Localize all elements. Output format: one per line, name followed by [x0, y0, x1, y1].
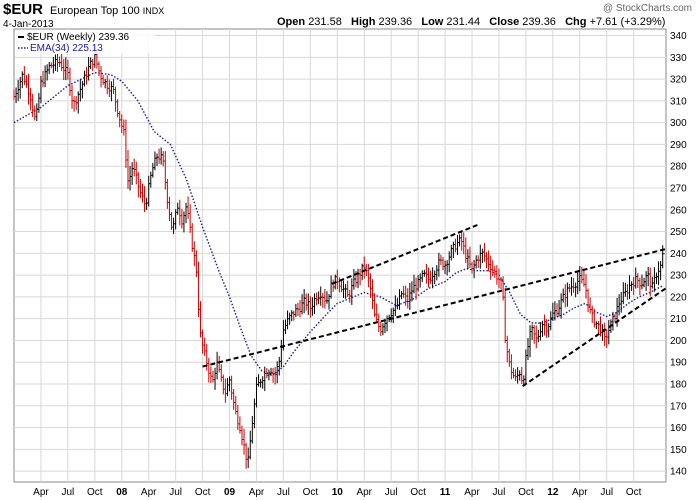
high-label: High [351, 16, 376, 28]
x-tick-label: Apr [33, 487, 49, 498]
x-tick-label: Apr [141, 487, 157, 498]
y-tick-label: 240 [670, 249, 687, 260]
x-tick-label: Jul [600, 487, 613, 498]
chart-symbol: $EUR [3, 1, 44, 18]
chg-label: Chg [565, 16, 587, 28]
x-tick-label: Apr [464, 487, 480, 498]
y-tick-label: 320 [670, 75, 687, 86]
ema-34-line [13, 71, 664, 377]
low-label: Low [421, 16, 444, 28]
x-tick-label: Oct [87, 487, 103, 498]
y-tick-label: 260 [670, 205, 687, 216]
y-tick-label: 140 [670, 467, 687, 478]
y-tick-label: 180 [670, 379, 687, 390]
y-tick-label: 280 [670, 162, 687, 173]
x-tick-label: Apr [356, 487, 372, 498]
x-tick-label: 08 [116, 487, 128, 498]
y-tick-label: 150 [670, 445, 687, 456]
quote-line: Open 231.58 High 239.36 Low 231.44 Close… [277, 16, 665, 28]
y-axis: 140 150 160 170 180 190 200 210 220 230 240 250 260 2… [670, 31, 687, 478]
x-tick-label: Jul [385, 487, 398, 498]
legend-box [15, 30, 155, 54]
x-tick-label: 09 [224, 487, 236, 498]
y-tick-label: 160 [670, 423, 687, 434]
x-tick-label: Apr [572, 487, 588, 498]
x-tick-label: Jul [277, 487, 290, 498]
x-tick-label: 12 [547, 487, 559, 498]
x-tick-label: Jul [61, 487, 74, 498]
y-tick-label: 330 [670, 53, 687, 64]
y-tick-label: 190 [670, 358, 687, 369]
trendlines [202, 224, 667, 387]
y-tick-label: 170 [670, 401, 687, 412]
y-tick-label: 250 [670, 227, 687, 238]
x-tick-label: Apr [249, 487, 265, 498]
x-tick-label: Oct [410, 487, 426, 498]
x-tick-label: Oct [195, 487, 211, 498]
grid [14, 29, 666, 482]
x-tick-label: Oct [518, 487, 534, 498]
y-tick-label: 340 [670, 31, 687, 42]
x-tick-label: 10 [332, 487, 344, 498]
y-tick-label: 310 [670, 96, 687, 107]
legend-ema: EMA(34) 225.13 [30, 43, 103, 54]
open-value: 231.58 [308, 16, 342, 28]
x-tick-label: Oct [626, 487, 642, 498]
y-tick-label: 210 [670, 314, 687, 325]
low-value: 231.44 [446, 16, 481, 28]
x-tick-label: Oct [303, 487, 319, 498]
y-tick-label: 220 [670, 292, 687, 303]
y-tick-label: 230 [670, 271, 687, 282]
close-value: 239.36 [522, 16, 556, 28]
x-axis: Apr Jul Oct 08 Apr Jul Oct 09 Apr Jul Oct 10 Apr Jul O… [33, 487, 642, 498]
chart-date: 4-Jan-2013 [3, 19, 54, 30]
y-tick-label: 290 [670, 140, 687, 151]
trendline [522, 287, 667, 387]
legend: $EUR (Weekly) 239.36 EMA(34) 225.13 [15, 30, 155, 54]
x-tick-label: Jul [169, 487, 182, 498]
y-tick-label: 300 [670, 118, 687, 129]
y-tick-label: 270 [670, 183, 687, 194]
price-bars [13, 44, 665, 469]
index-name: European Top 100 [50, 5, 140, 17]
plot-background [13, 28, 667, 483]
chg-value: +7.61 (+3.29%) [589, 16, 666, 28]
ema-line [13, 71, 664, 377]
legend-price: $EUR (Weekly) 239.36 [27, 32, 130, 43]
chart-name: European Top 100 INDX [50, 5, 164, 17]
close-label: Close [489, 16, 520, 28]
open-label: Open [277, 16, 306, 28]
trendline [331, 224, 478, 285]
high-value: 239.36 [378, 16, 413, 28]
y-tick-label: 200 [670, 336, 687, 347]
x-tick-label: 11 [440, 487, 451, 498]
x-tick-label: Jul [493, 487, 506, 498]
exchange-label: INDX [142, 6, 165, 16]
stockcharts-credit: @ StockCharts.com [602, 3, 692, 14]
